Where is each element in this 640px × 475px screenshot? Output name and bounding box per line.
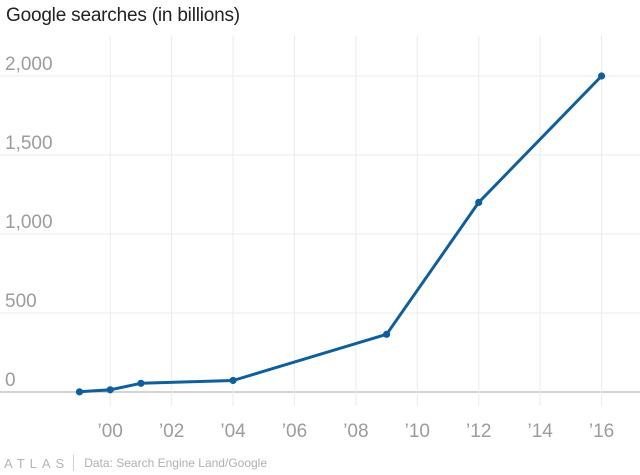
source-note: Data: Search Engine Land/Google	[84, 456, 268, 470]
y-tick-label: 1,500	[5, 133, 53, 154]
chart-title: Google searches (in billions)	[6, 5, 240, 26]
data-point	[106, 386, 114, 394]
data-point	[75, 388, 84, 396]
data-point	[475, 198, 483, 206]
atlas-logo: ATLAS	[4, 455, 70, 471]
x-tick-label: ’02	[159, 421, 184, 442]
line-chart: 0 500 1,000 1,500 2,000 ’00 ’02 ’04 ’06 ’08 ’10 ’1…	[0, 36, 640, 442]
footer: ATLAS Data: Search Engine Land/Google	[0, 453, 640, 473]
x-axis: ’00 ’02 ’04 ’06 ’08 ’10 ’12 ’14 ’16	[98, 421, 615, 442]
y-tick-label: 500	[5, 291, 37, 312]
x-tick-label: ’16	[589, 421, 614, 442]
x-tick-label: ’04	[220, 421, 246, 442]
grid-layer	[0, 36, 640, 406]
y-tick-label: 2,000	[5, 54, 53, 75]
x-tick-label: ’10	[405, 421, 430, 442]
points-layer	[75, 72, 606, 396]
x-tick-label: ’14	[527, 421, 553, 442]
x-tick-label: ’08	[343, 421, 368, 442]
y-tick-label: 0	[5, 370, 16, 391]
x-tick-label: ’00	[98, 421, 123, 442]
data-point	[383, 330, 391, 338]
y-axis: 0 500 1,000 1,500 2,000	[5, 54, 53, 391]
y-tick-label: 1,000	[5, 212, 53, 233]
x-tick-label: ’06	[282, 421, 307, 442]
data-point	[229, 376, 237, 385]
x-tick-label: ’12	[466, 421, 491, 442]
data-point	[137, 379, 145, 387]
footer-divider	[73, 455, 75, 471]
data-point	[597, 72, 606, 80]
